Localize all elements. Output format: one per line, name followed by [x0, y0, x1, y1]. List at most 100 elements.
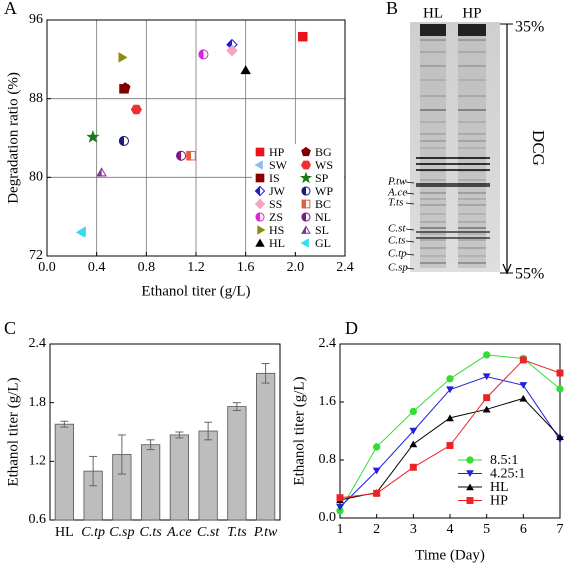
marker [556, 369, 564, 377]
panel-label: A [4, 0, 17, 18]
marker [466, 470, 474, 478]
legend-label: SS [269, 197, 282, 211]
marker-shape [301, 212, 306, 222]
marker [519, 394, 528, 402]
marker-shape [556, 369, 564, 377]
error-bar [146, 439, 155, 451]
x-tick-label: 1.2 [187, 260, 205, 275]
x-tick-label: 2 [373, 522, 380, 537]
x-axis-label: Ethanol titer (g/L) [141, 283, 250, 299]
error-bar [117, 434, 126, 475]
marker [466, 483, 474, 491]
marker [372, 467, 381, 475]
x-tick-label: 6 [520, 522, 527, 537]
marker [336, 494, 344, 502]
plot-frame [339, 343, 561, 519]
marker [556, 385, 564, 393]
marker [254, 185, 266, 197]
y-tick-label: 1.8 [29, 395, 47, 410]
marker [446, 414, 454, 422]
x-tick-label: 5 [483, 522, 490, 537]
lane-label: HL [423, 5, 443, 21]
error-bar [89, 455, 98, 487]
y-tick-label: 80 [29, 170, 43, 185]
marker-shape [198, 49, 204, 60]
marker-shape [226, 44, 238, 57]
band-label: C.ts [388, 235, 405, 247]
marker [254, 160, 263, 170]
error-bar [232, 402, 241, 411]
marker-shape [301, 146, 311, 157]
marker-shape [255, 212, 260, 222]
x-tick-label: 3 [410, 522, 417, 537]
marker-shape [556, 385, 564, 393]
bar [256, 372, 276, 521]
legend-label: HS [269, 223, 284, 237]
y-tick-label: 1.6 [319, 394, 337, 409]
legend-box [252, 144, 344, 252]
x-tick-label: P.tw [253, 525, 278, 540]
marker [483, 394, 491, 402]
marker [255, 147, 265, 157]
marker [373, 443, 381, 451]
marker-shape [240, 65, 251, 75]
legend-label: 8.5:1 [490, 453, 518, 468]
marker [373, 489, 381, 497]
legend-label: JW [269, 184, 286, 198]
x-tick-label: 0.0 [38, 260, 56, 275]
marker-shape [409, 463, 417, 471]
y-tick-label: 96 [29, 12, 43, 27]
legend-label: HL [269, 236, 285, 250]
marker-shape [186, 150, 192, 161]
y-axis-label: Ethanol titer (g/L) [291, 376, 307, 485]
gradient-top: 35% [515, 19, 544, 36]
legend-label: WS [315, 158, 333, 172]
marker-shape [519, 394, 528, 402]
marker [446, 375, 454, 383]
legend-label: BC [315, 197, 331, 211]
y-axis-label: Ethanol titer (g/L) [5, 377, 21, 486]
marker-shape [255, 147, 265, 157]
series-line [339, 397, 561, 501]
marker [519, 356, 527, 364]
marker-shape [446, 442, 454, 449]
marker-shape [482, 405, 491, 413]
legend-label: HP [269, 145, 285, 159]
marker [446, 442, 454, 449]
x-tick-label: A.ce [166, 525, 191, 540]
marker [198, 49, 209, 60]
marker-shape [301, 199, 306, 209]
marker [301, 225, 311, 234]
band-pointer [405, 228, 415, 231]
marker [482, 405, 491, 413]
y-tick-label: 88 [29, 91, 43, 106]
marker-shape [255, 238, 265, 247]
marker [255, 238, 265, 247]
band-label: C.sp [388, 262, 408, 274]
marker-shape [300, 238, 309, 248]
error-bar [175, 431, 184, 439]
marker [301, 186, 311, 196]
marker-shape [483, 394, 491, 402]
x-tick-label: 2.0 [287, 260, 305, 275]
gradient-bottom: 55% [515, 266, 544, 283]
panel-label: B [386, 0, 398, 18]
legend-label: SL [315, 223, 329, 237]
marker-shape [446, 386, 454, 394]
panel-label: C [4, 318, 16, 338]
marker [301, 199, 311, 209]
plot-frame [49, 343, 281, 521]
marker-shape [466, 470, 474, 478]
legend-label: HL [490, 480, 509, 495]
x-tick-label: C.sp [109, 525, 134, 540]
x-tick-label: C.ts [140, 525, 163, 540]
marker-shape [519, 356, 527, 364]
marker [255, 173, 265, 183]
marker [409, 463, 417, 471]
marker-shape [466, 483, 474, 491]
legend-label: NL [315, 210, 331, 224]
y-tick-label: 1.2 [29, 454, 47, 469]
legend-label: GL [315, 236, 331, 250]
legend-label: IS [269, 171, 280, 185]
